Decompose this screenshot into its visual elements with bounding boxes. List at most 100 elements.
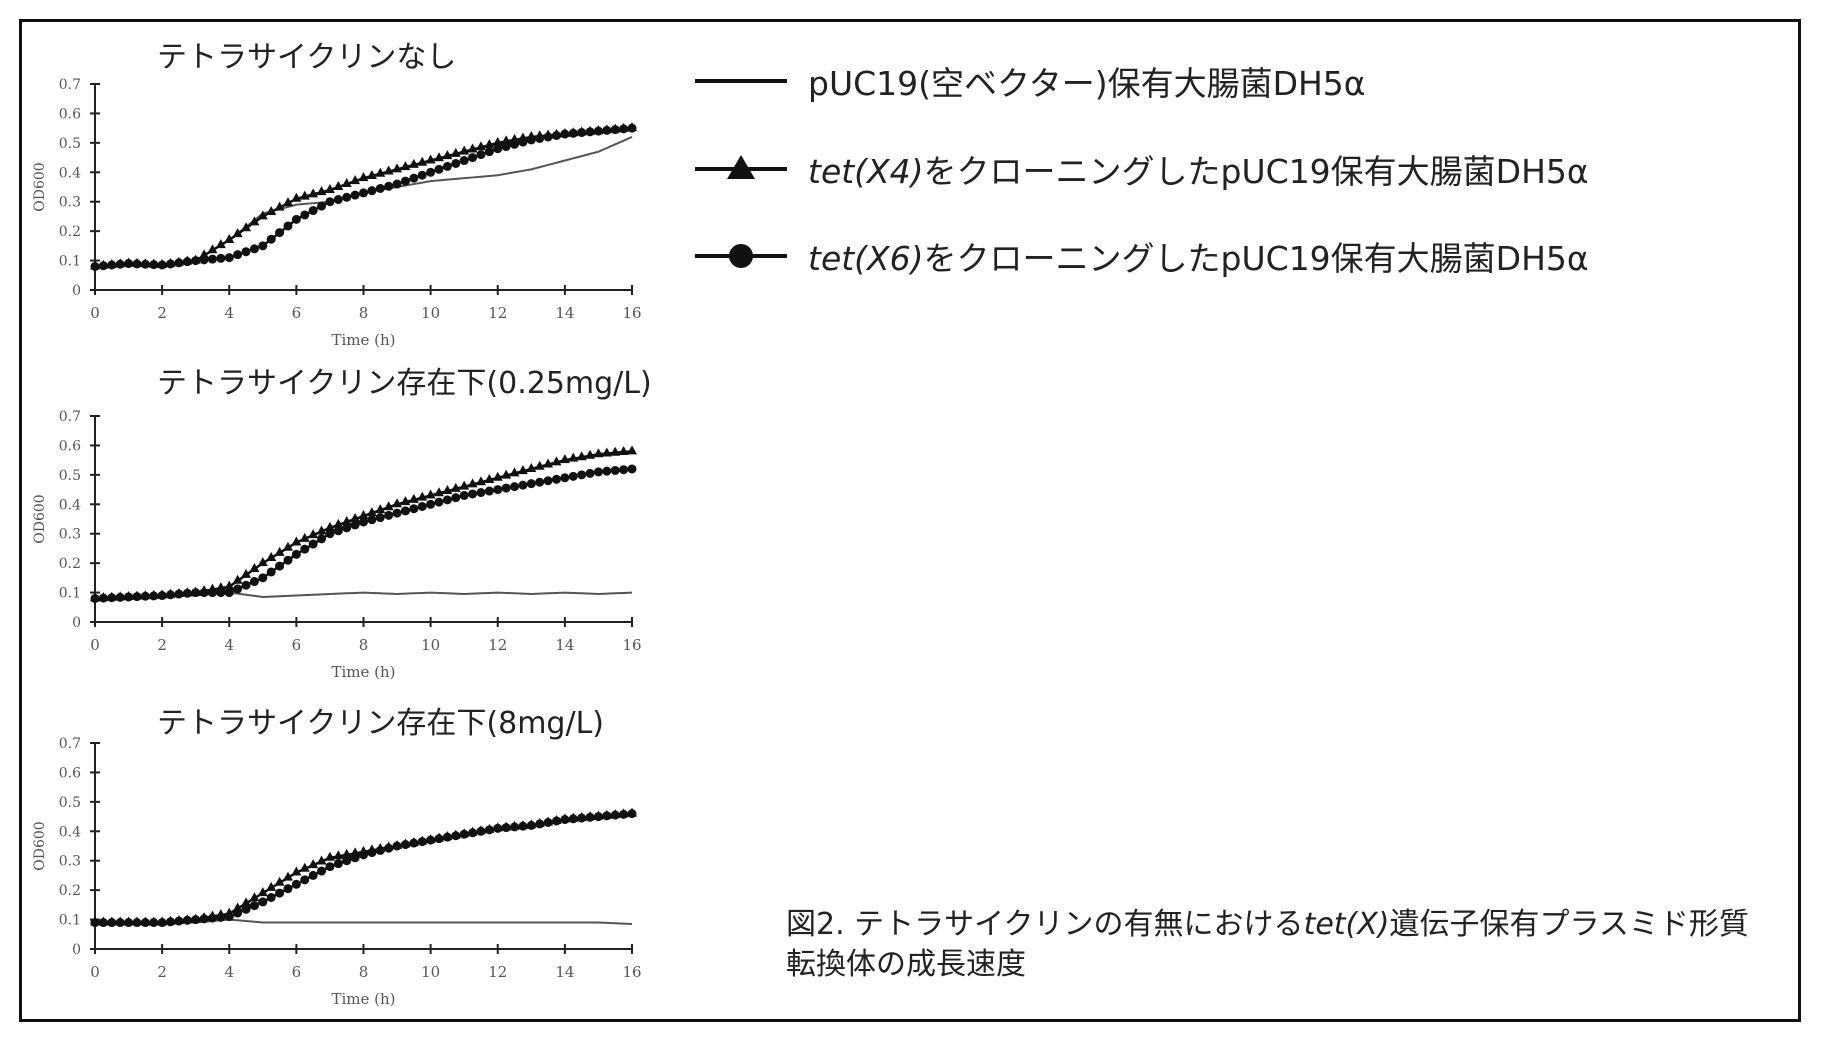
data-point-circle <box>308 206 318 216</box>
data-point-triangle <box>375 167 386 177</box>
data-point-circle <box>593 812 603 822</box>
data-point-circle <box>124 592 134 602</box>
data-point-circle <box>266 234 276 244</box>
data-point-circle <box>400 176 410 186</box>
legend-label: tet(X4)をクローニングしたpUC19保有大腸菌DH5α <box>808 152 1589 191</box>
legend-item-tetx6: tet(X6)をクローニングしたpUC19保有大腸菌DH5α <box>695 236 1589 278</box>
y-tick-label: 0 <box>72 283 81 299</box>
data-point-circle <box>468 828 478 838</box>
data-point-circle <box>526 820 536 830</box>
x-tick-label: 16 <box>622 963 641 981</box>
data-point-triangle <box>324 851 335 861</box>
data-point-circle <box>577 813 587 823</box>
data-point-circle <box>174 916 184 926</box>
y-tick-label: 0.6 <box>59 106 81 122</box>
data-point-triangle <box>434 487 445 497</box>
y-tick-label: 0.2 <box>59 224 81 240</box>
x-tick-label: 12 <box>488 304 507 322</box>
data-point-circle <box>468 153 478 163</box>
data-point-circle <box>191 588 201 598</box>
data-point-triangle <box>400 161 411 171</box>
data-point-circle <box>90 918 100 928</box>
data-point-circle <box>132 918 142 928</box>
data-point-triangle <box>492 471 503 481</box>
data-point-circle <box>384 510 394 520</box>
x-axis-label: Time (h) <box>331 990 395 1008</box>
data-point-circle <box>342 523 352 533</box>
x-tick-label: 4 <box>224 963 234 981</box>
data-point-circle <box>417 501 427 511</box>
data-point-circle <box>124 918 134 928</box>
data-point-circle <box>350 190 360 200</box>
data-point-circle <box>459 156 469 166</box>
x-tick-label: 10 <box>421 636 440 654</box>
x-tick-label: 14 <box>555 636 574 654</box>
legend-triangle-icon <box>695 155 787 179</box>
data-point-circle <box>551 474 561 484</box>
data-point-circle <box>610 810 620 820</box>
data-point-triangle <box>324 521 335 531</box>
series-2 <box>90 123 637 271</box>
data-point-circle <box>426 499 436 509</box>
data-point-circle <box>233 908 243 918</box>
data-point-triangle <box>543 458 554 468</box>
data-point-circle <box>434 497 444 507</box>
y-tick-label: 0.4 <box>59 824 81 840</box>
data-point-triangle <box>467 143 478 153</box>
data-point-circle <box>384 181 394 191</box>
data-point-triangle <box>266 551 277 561</box>
data-point-circle <box>249 901 259 911</box>
data-point-circle <box>107 593 117 603</box>
data-point-circle <box>191 915 201 925</box>
data-point-circle <box>526 479 536 489</box>
data-point-circle <box>375 513 385 523</box>
data-point-circle <box>551 131 561 140</box>
y-tick-label: 0.7 <box>59 409 81 425</box>
data-point-circle <box>342 192 352 202</box>
data-point-circle <box>224 253 234 263</box>
data-point-circle <box>132 259 142 269</box>
data-point-triangle <box>282 541 293 551</box>
data-point-circle <box>451 158 461 168</box>
x-tick-label: 16 <box>622 636 641 654</box>
data-point-circle <box>233 584 243 594</box>
y-tick-label: 0.5 <box>59 795 81 811</box>
data-point-circle <box>593 126 603 136</box>
series-2 <box>90 809 637 928</box>
x-tick-label: 14 <box>555 304 574 322</box>
legend-item-puc19: pUC19(空ベクター)保有大腸菌DH5α <box>695 61 1366 103</box>
y-tick-label: 0.6 <box>59 438 81 454</box>
data-point-circle <box>442 832 452 842</box>
data-point-circle <box>166 590 176 600</box>
data-point-circle <box>426 835 436 845</box>
data-point-triangle <box>224 233 235 243</box>
x-tick-label: 14 <box>555 963 574 981</box>
data-point-triangle <box>509 467 520 477</box>
data-point-circle <box>174 589 184 599</box>
data-point-triangle <box>450 147 461 157</box>
data-point-circle <box>535 133 545 143</box>
data-point-circle <box>182 588 192 598</box>
data-point-triangle <box>207 244 218 254</box>
data-point-circle <box>216 912 226 922</box>
data-point-triangle <box>501 469 512 479</box>
data-point-circle <box>241 247 251 257</box>
data-point-circle <box>518 137 528 147</box>
data-point-circle <box>216 588 226 598</box>
data-point-triangle <box>308 188 319 198</box>
data-point-circle <box>191 256 201 266</box>
data-point-triangle <box>475 476 486 486</box>
data-point-triangle <box>257 210 268 220</box>
plot-0: 0 2 4 6 8 10 12 14 16 0 0.1 0.2 0.3 0.4 0.5 0.6 0.7 Time … <box>32 77 642 349</box>
data-point-circle <box>115 592 125 602</box>
data-point-circle <box>375 845 385 855</box>
plot-title-tetracycline-8: テトラサイクリン存在下(8mg/L) <box>157 706 604 741</box>
data-point-triangle <box>333 850 344 860</box>
data-point-circle <box>459 490 469 500</box>
x-tick-label: 10 <box>421 963 440 981</box>
data-point-circle <box>224 912 234 922</box>
data-point-triangle <box>601 447 612 457</box>
data-point-circle <box>199 588 209 598</box>
data-point-triangle <box>249 216 260 226</box>
data-point-circle <box>275 561 285 571</box>
